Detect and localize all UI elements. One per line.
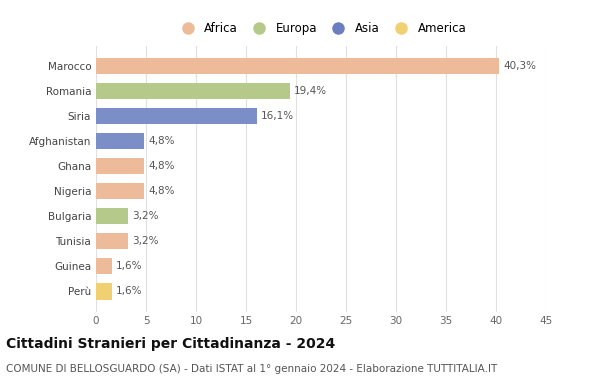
Text: 4,8%: 4,8% [148, 161, 175, 171]
Bar [96, 133, 144, 149]
Bar [96, 83, 290, 99]
Bar [96, 233, 128, 249]
Bar [96, 208, 128, 224]
Text: 1,6%: 1,6% [116, 261, 143, 271]
Text: 40,3%: 40,3% [503, 61, 536, 71]
Text: 3,2%: 3,2% [132, 211, 158, 221]
Text: COMUNE DI BELLOSGUARDO (SA) - Dati ISTAT al 1° gennaio 2024 - Elaborazione TUTTI: COMUNE DI BELLOSGUARDO (SA) - Dati ISTAT… [6, 364, 497, 374]
Legend: Africa, Europa, Asia, America: Africa, Europa, Asia, America [171, 17, 471, 40]
Text: 1,6%: 1,6% [116, 287, 143, 296]
Bar [96, 283, 112, 299]
Bar [96, 158, 144, 174]
Text: 19,4%: 19,4% [294, 86, 327, 96]
Bar [96, 108, 257, 124]
Bar [96, 183, 144, 199]
Text: 4,8%: 4,8% [148, 136, 175, 146]
Bar [96, 258, 112, 274]
Text: Cittadini Stranieri per Cittadinanza - 2024: Cittadini Stranieri per Cittadinanza - 2… [6, 337, 335, 351]
Text: 16,1%: 16,1% [261, 111, 294, 121]
Bar [96, 58, 499, 74]
Text: 4,8%: 4,8% [148, 186, 175, 196]
Text: 3,2%: 3,2% [132, 236, 158, 246]
